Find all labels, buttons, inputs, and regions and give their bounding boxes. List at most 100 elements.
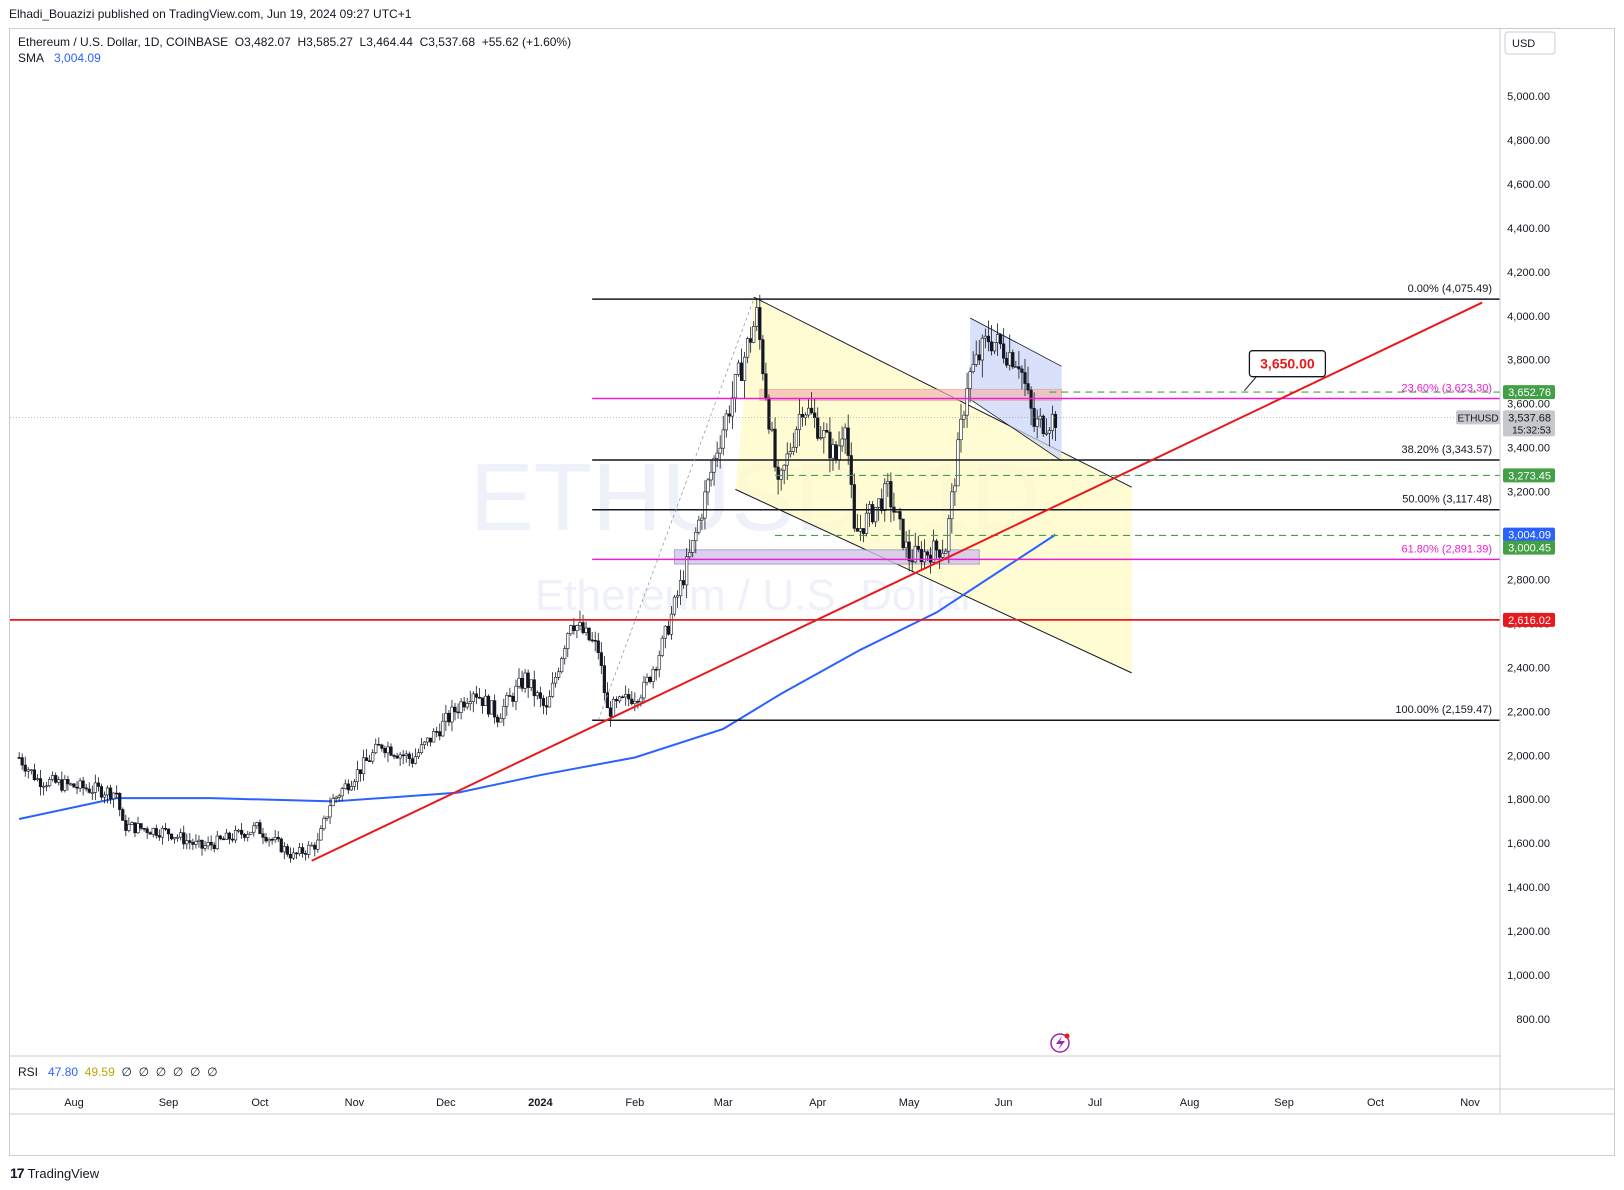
candle-body [639,697,643,703]
time-tick-label: Nov [1460,1097,1480,1109]
tradingview-logo[interactable]: 17 TradingView [10,1165,99,1181]
candle-body [733,374,738,399]
high-label: H [297,35,307,49]
candle-body [87,788,91,793]
symbol-name: Ethereum / U.S. Dollar, 1D, COINBASE [18,35,229,49]
rsi-extra-5: ∅ [189,1065,201,1079]
candle-body [715,452,719,459]
candle-body [404,753,408,756]
candle-body [163,827,168,830]
candle-body [72,783,76,788]
candle-body [227,832,232,840]
candle-body [764,373,768,399]
candle-body [368,760,372,762]
candle-body [32,769,36,781]
candle-body [922,551,927,563]
candle-body [660,637,664,656]
time-tick-label: Mar [714,1097,733,1109]
candle-body [307,844,311,855]
publish-line: Elhadi_Bouazizi published on TradingView… [9,7,412,21]
candle-body [115,792,119,795]
lightning-icon-circle [1050,1033,1070,1053]
candle-body [191,842,195,845]
fib-trend-diagonal [597,299,755,721]
tradingview-logo-icon: 17 [10,1165,25,1181]
price-badge: 2,616.02 [1503,612,1555,627]
candle-body [1044,432,1048,435]
fib-level-label: 38.20% (3,343.57) [1401,444,1492,456]
candle-body [986,335,991,343]
candle-body [1020,368,1024,373]
time-tick-label: Jul [1088,1097,1102,1109]
candle-body [301,847,305,854]
candle-body [617,696,622,702]
candle-body [41,785,46,788]
candle-body [685,556,689,586]
candle-body [925,551,930,556]
candle-body [96,782,100,787]
candle-body [907,541,911,562]
candle-body [843,427,847,440]
candle-body [157,835,161,838]
candle-body [834,444,838,460]
candle-body [422,741,427,746]
rsi-legend[interactable]: RSI 47.80 49.59 ∅ ∅ ∅ ∅ ∅ ∅ [18,1065,218,1079]
time-tick-label: Apr [809,1097,826,1109]
candle-body [17,757,21,759]
candle-body [1053,413,1058,428]
sma-legend[interactable]: SMA 3,004.09 [18,51,101,65]
callout-pointer [1244,376,1257,392]
price-tick-label: 4,000.00 [1507,311,1550,323]
candle-body [602,665,606,693]
channel-lower-line [735,488,1132,674]
rsi-value-1: 47.80 [48,1065,79,1079]
candle-body [755,307,759,327]
candle-body [523,672,527,689]
candle-body [304,853,308,855]
candle-body [883,483,887,511]
candle-body [99,786,104,798]
time-tick-label: Nov [345,1097,365,1109]
candle-body [654,668,658,671]
candle-body [130,822,134,825]
candle-body [849,455,853,485]
candle-body [57,779,61,783]
price-tick-label: 4,400.00 [1507,223,1550,235]
time-axis: Aug Sep Oct Nov Dec 2024 Feb Mar Apr May Jun Jul Aug… [64,1097,1480,1109]
chart-frame [9,28,1615,1156]
candle-body [1011,352,1015,368]
candle-body [316,839,320,850]
candle-body [590,639,594,642]
price-tick-label: 1,400.00 [1507,882,1550,894]
candle-body [1032,408,1036,427]
candle-body [291,852,296,859]
candle-body [230,838,235,841]
symbol-legend[interactable]: Ethereum / U.S. Dollar, 1D, COINBASE O3,… [18,35,571,49]
candle-body [995,334,1000,343]
candle-body [240,829,244,835]
candle-body [819,437,823,439]
candle-body [938,549,942,558]
price-tick-label: 2,200.00 [1507,706,1550,718]
rsi-label: RSI [18,1065,39,1079]
candle-body [288,854,293,859]
candle-body [313,844,317,850]
candle-body [916,545,920,550]
candle-body [425,737,430,743]
candle-body [840,438,844,447]
candle-body [526,672,530,688]
candle-body [855,528,859,532]
price-tick-label: 2,000.00 [1507,750,1550,762]
candle-body [532,679,536,697]
fib-level-label: 100.00% (2,159.47) [1395,704,1492,716]
candle-body [788,451,792,455]
candle-body [54,775,58,783]
fib-level-label: 0.00% (4,075.49) [1408,283,1492,295]
candle-body [127,824,131,831]
candle-body [816,417,820,439]
price-axis: USD 800.00 1,000.00 1,200.00 1,400.00 1,600.0… [10,29,1614,1115]
open-value: 3,482.07 [244,35,291,49]
candle-body [712,457,716,473]
